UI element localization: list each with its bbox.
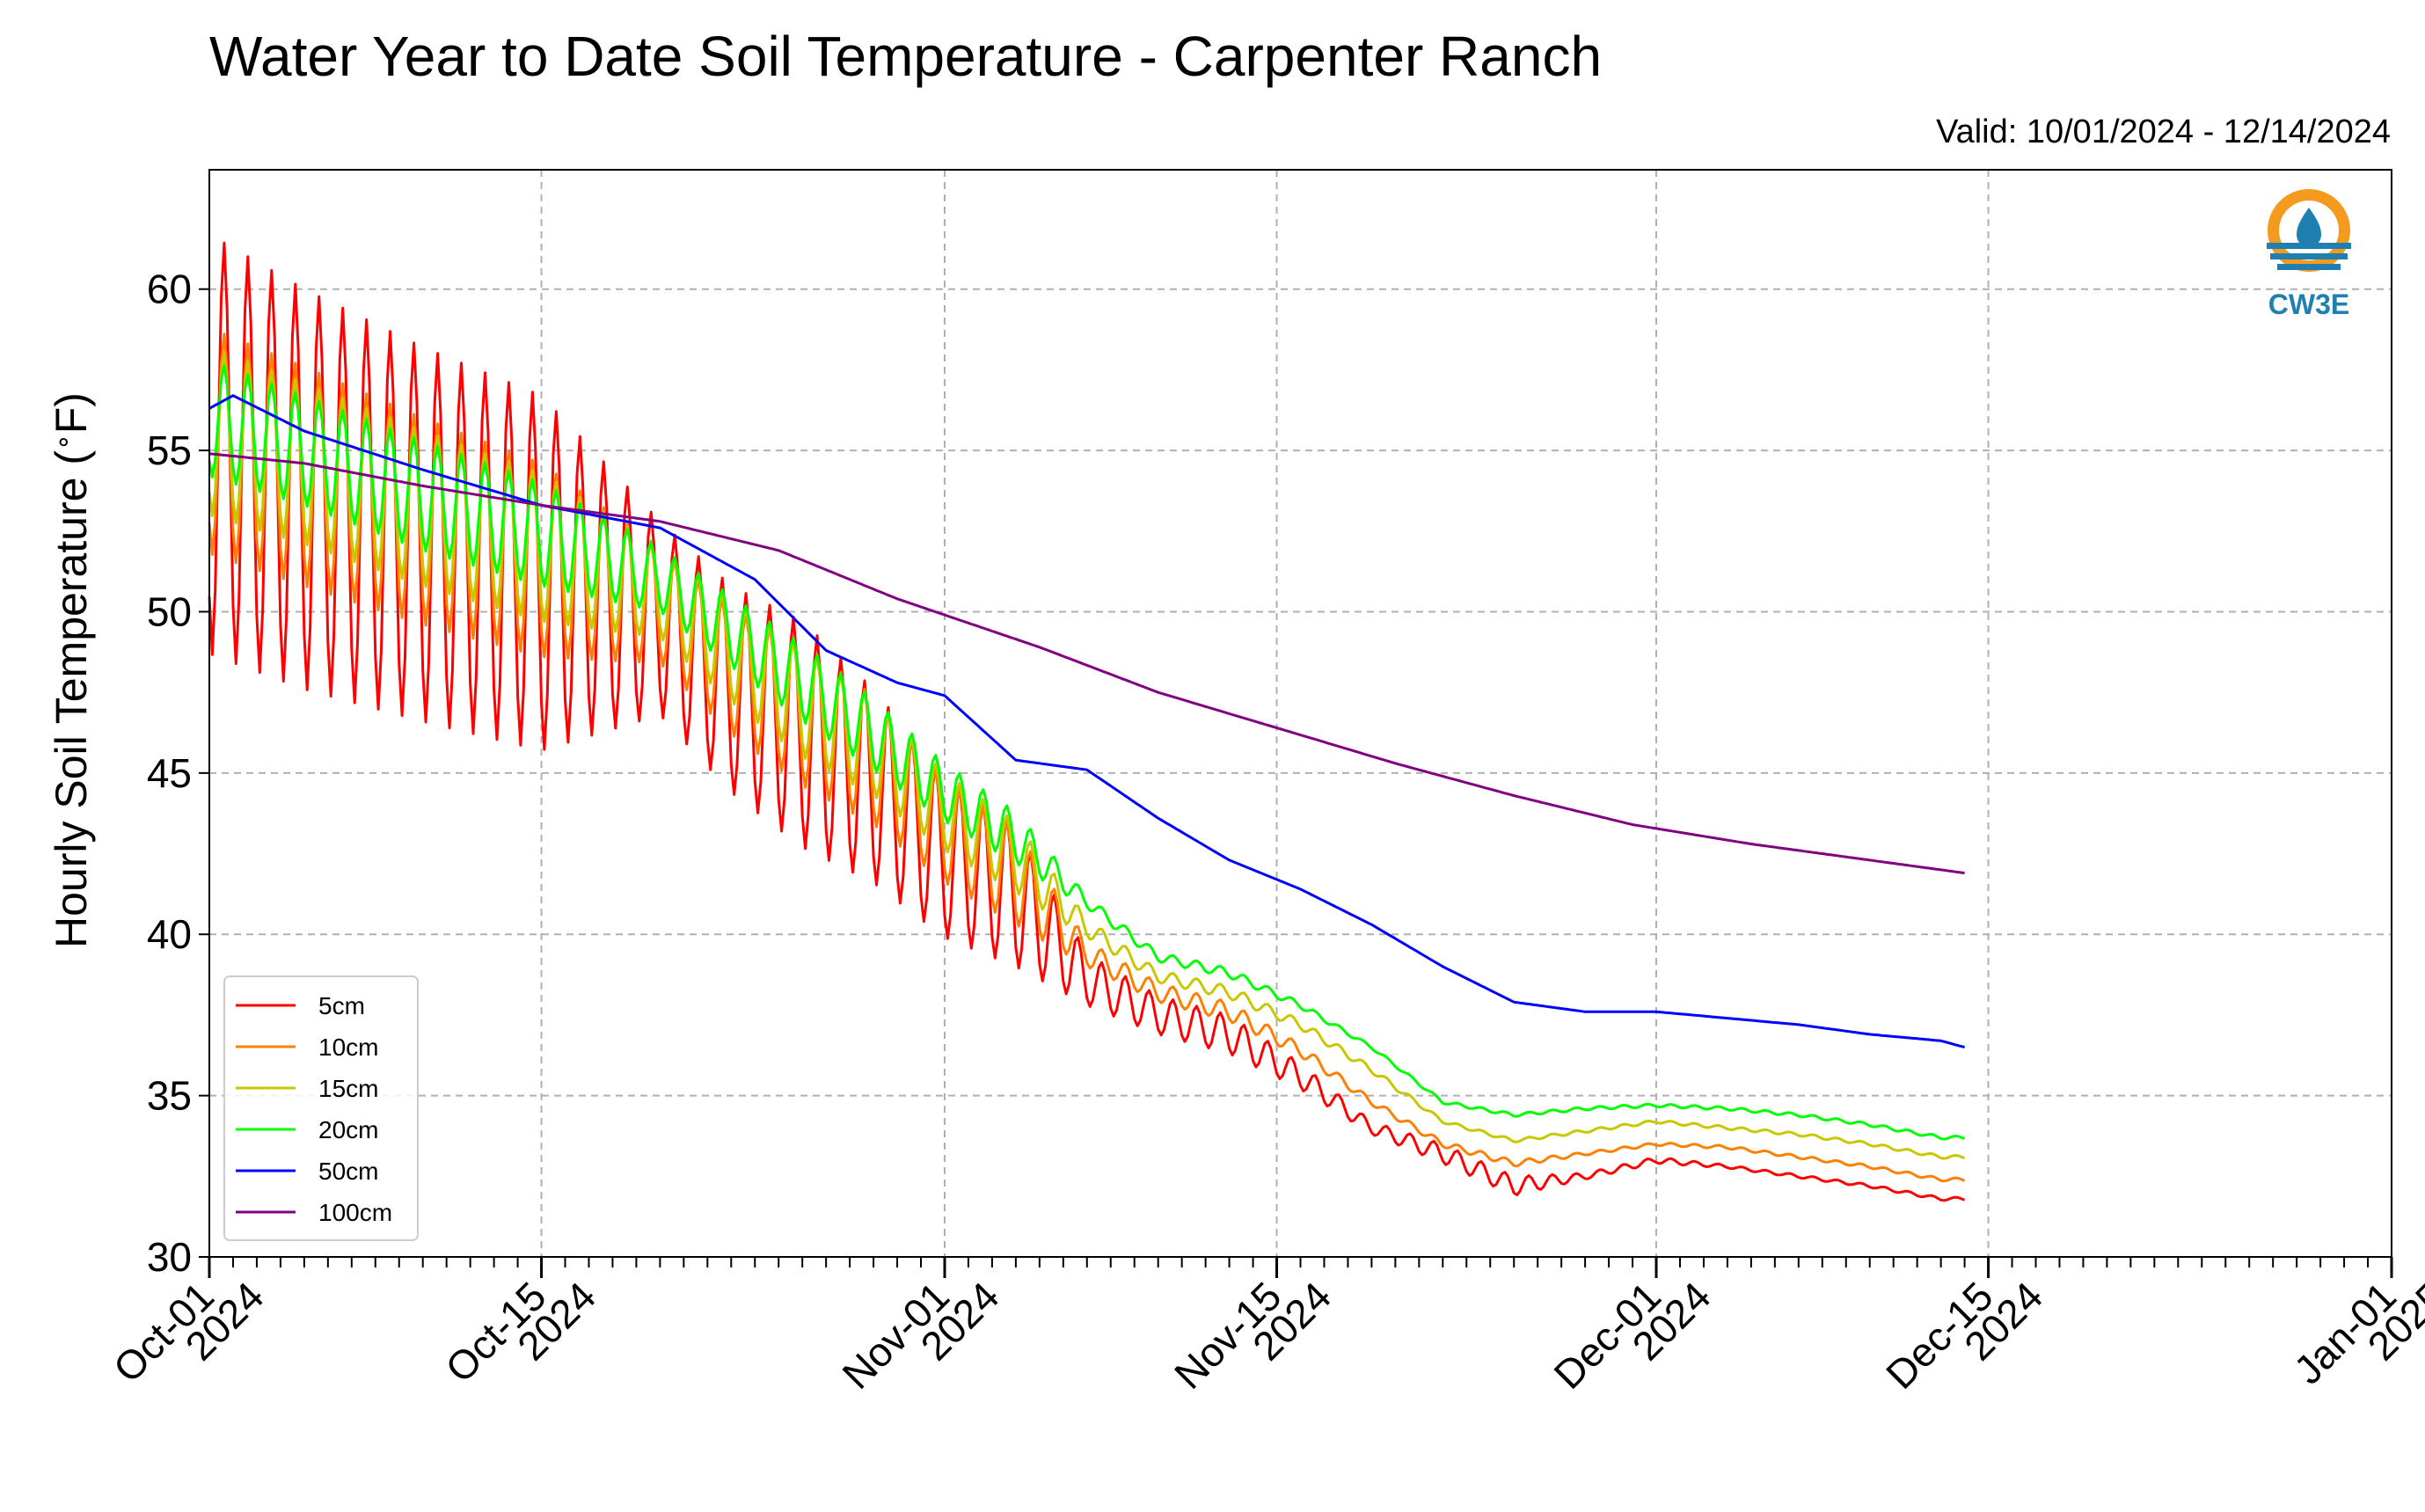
series-line-50cm	[208, 394, 1965, 1049]
chart-title: Water Year to Date Soil Temperature - Ca…	[209, 25, 1602, 88]
series-line-20cm	[208, 364, 1966, 1141]
legend-label-5cm: 5cm	[318, 992, 365, 1019]
legend-label-15cm: 15cm	[318, 1075, 378, 1102]
plot-frame	[208, 169, 2392, 1258]
legend-label-20cm: 20cm	[318, 1116, 378, 1143]
y-axis-ticks: 30 35 40 45 50 55 60	[147, 267, 209, 1280]
y-tick-label: 60	[147, 267, 192, 312]
y-axis-label: Hourly Soil Temperature (∘F)	[47, 392, 96, 948]
y-tick-label: 40	[147, 911, 192, 957]
y-tick-label: 55	[147, 427, 192, 473]
cw3e-logo: CW3E	[2267, 189, 2351, 320]
logo-wave-1	[2267, 243, 2351, 249]
plot-area-border	[208, 169, 2392, 1258]
legend-box	[223, 975, 419, 1241]
y-tick-label: 50	[147, 588, 192, 634]
series-lines	[208, 241, 1966, 1202]
logo-wave-2	[2270, 253, 2348, 259]
logo-wave-3	[2277, 264, 2341, 270]
legend-label-10cm: 10cm	[318, 1034, 378, 1061]
degree-symbol: ∘	[49, 434, 78, 450]
series-line-5cm	[208, 241, 1966, 1202]
y-tick-label: 30	[147, 1234, 192, 1280]
chart-subtitle: Valid: 10/01/2024 - 12/14/2024	[1936, 113, 2391, 150]
y-tick-label: 45	[147, 750, 192, 796]
series-line-15cm	[208, 351, 1966, 1160]
water-drop-icon	[2297, 208, 2321, 247]
legend-label-50cm: 50cm	[318, 1158, 378, 1185]
grid-lines	[208, 170, 2392, 1258]
logo-text: CW3E	[2268, 289, 2349, 320]
legend-label-100cm: 100cm	[318, 1199, 392, 1226]
y-tick-label: 35	[147, 1073, 192, 1119]
series-line-100cm	[208, 452, 1965, 874]
series-line-10cm	[208, 332, 1966, 1183]
legend: 5cm 10cm 15cm 20cm 50cm 100cm	[223, 975, 419, 1241]
